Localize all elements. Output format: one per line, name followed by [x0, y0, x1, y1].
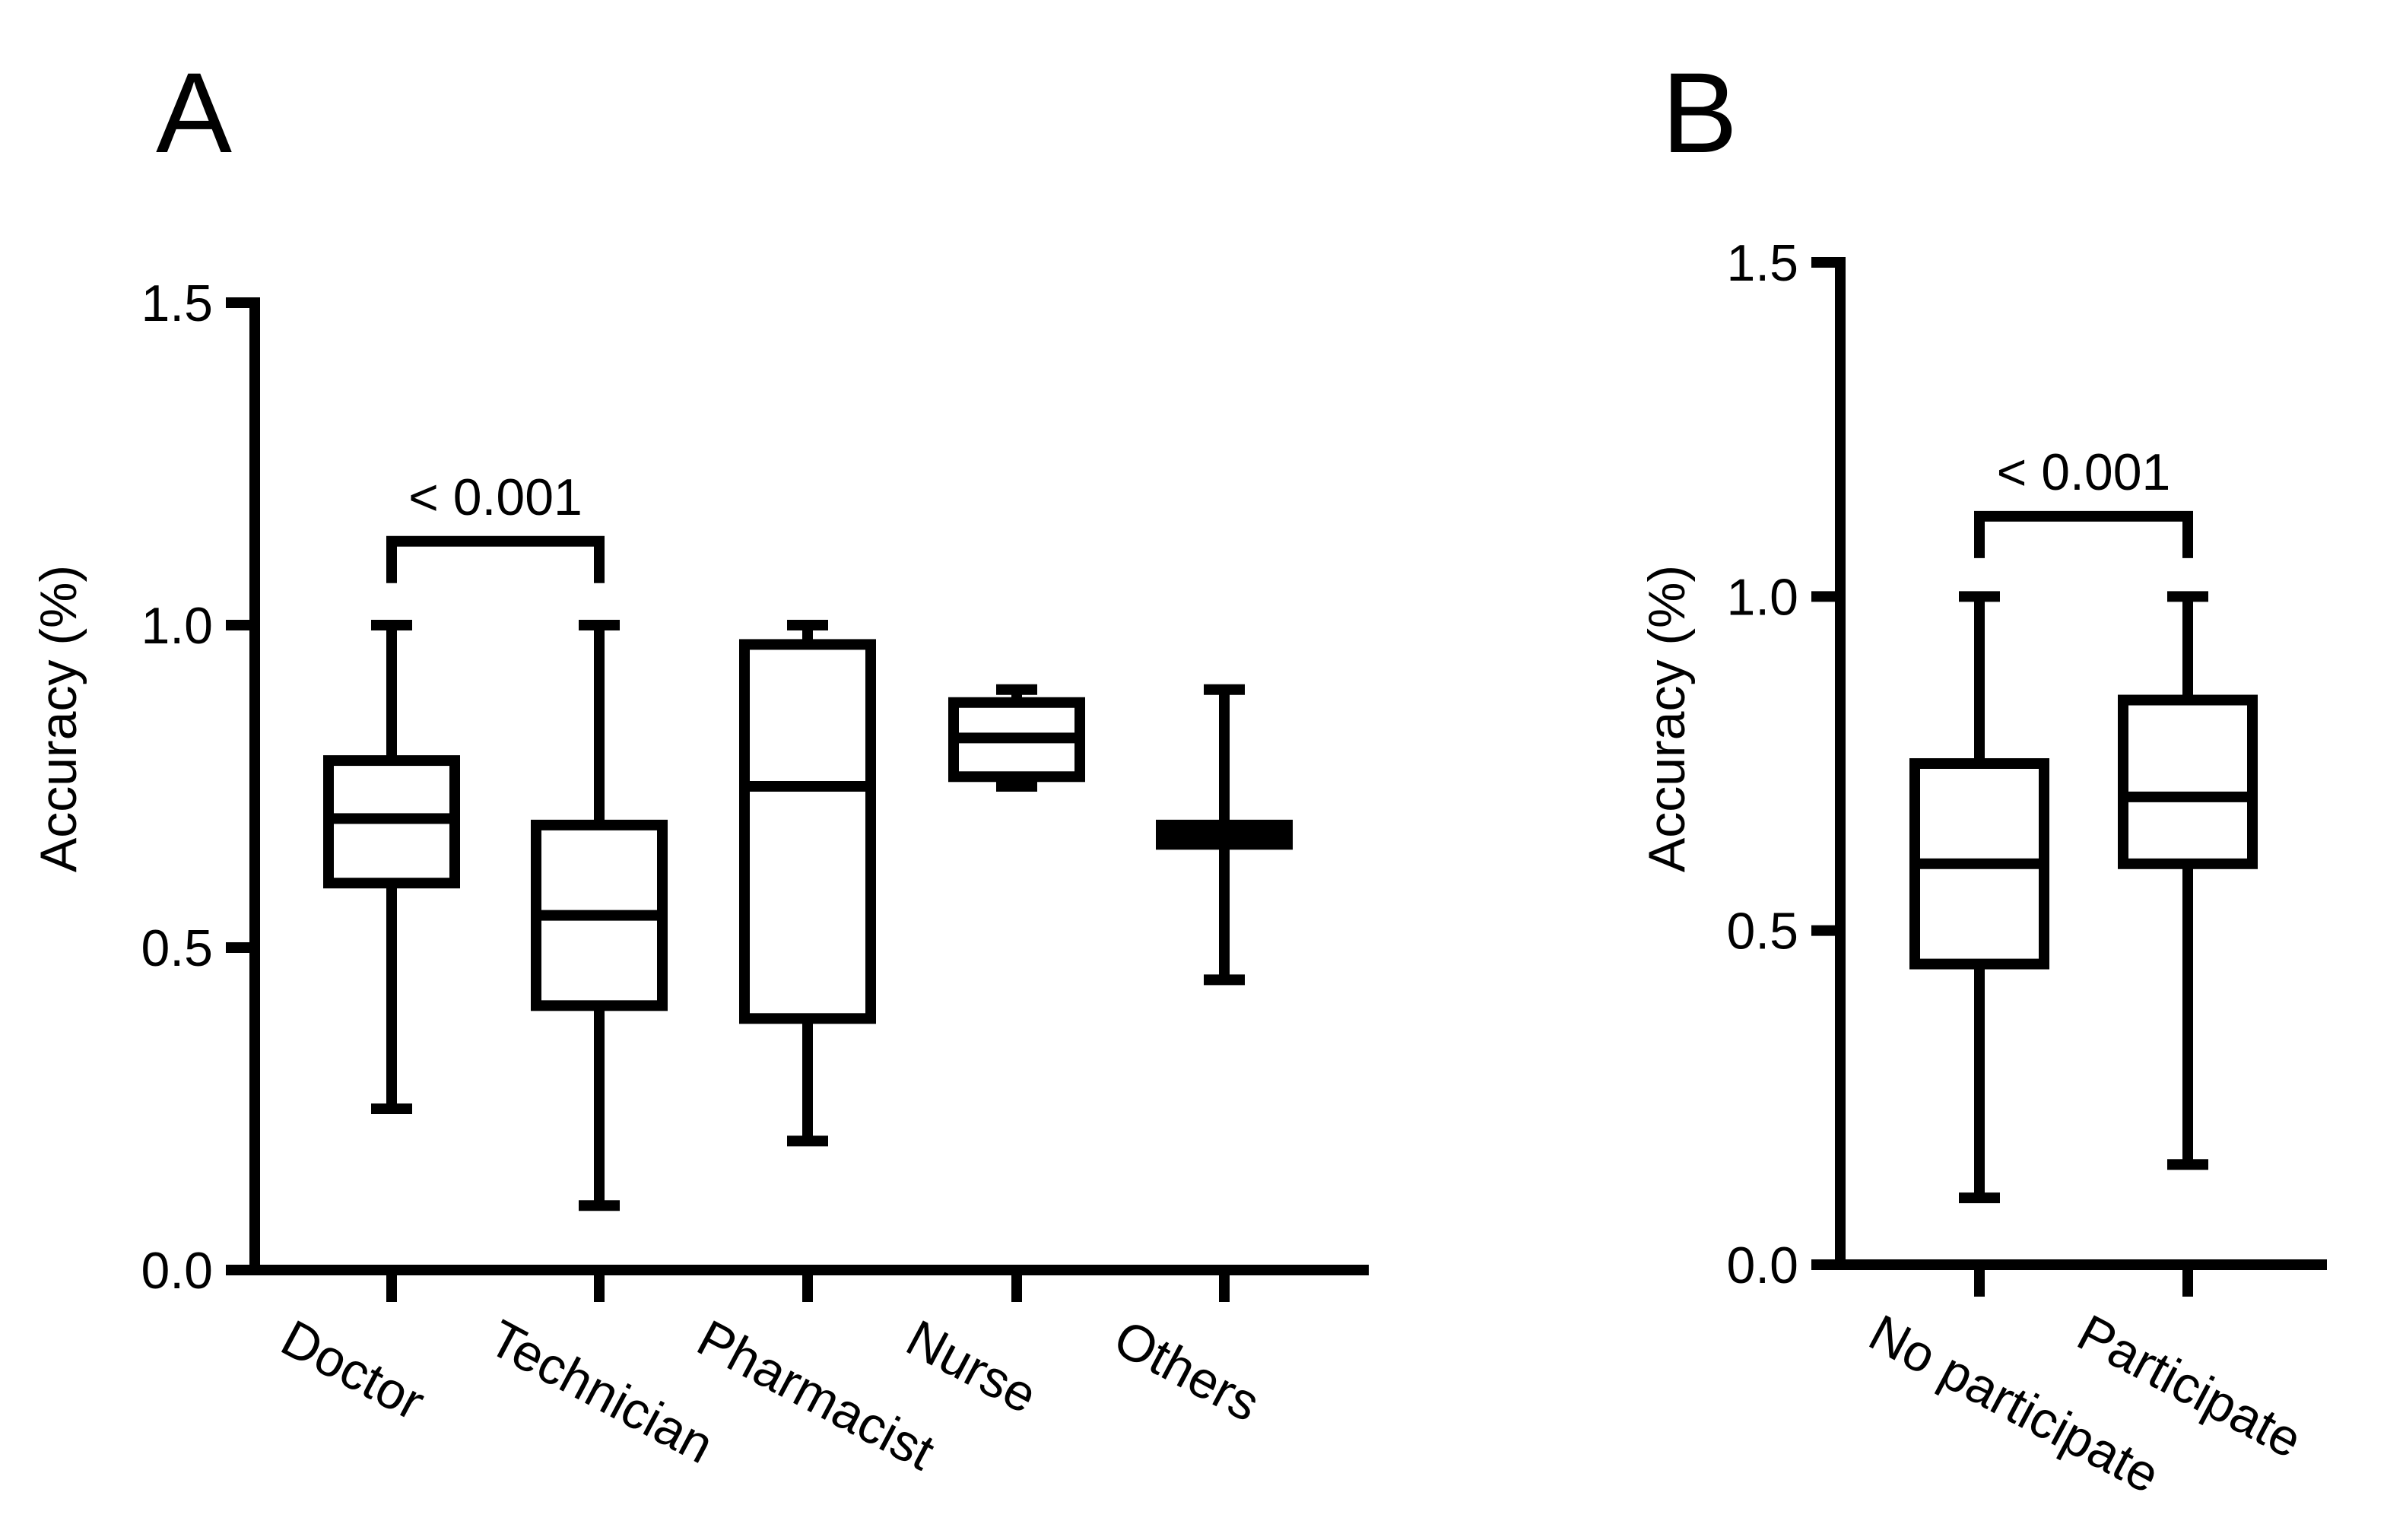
significance-bracket	[1974, 510, 2193, 558]
panel-a-y-tick-label: 0.0	[141, 1242, 213, 1300]
panel-b-y-tick-label: 0.5	[1726, 903, 1798, 961]
panel-b-y-tick-label: 1.0	[1726, 568, 1798, 626]
panel-a-category-label: Pharmacist	[688, 1309, 944, 1481]
panel-b-y-axis-label: Accuracy (%)	[1638, 565, 1696, 872]
panel-a: A Accuracy (%) 0.0 0.5 1.0 1.5 Doctor Technic…	[30, 49, 1369, 1481]
panel-a-category-label: Technician	[480, 1309, 722, 1475]
panel-a-y-tick-label: 1.0	[141, 597, 213, 655]
panel-a-category-label: Nurse	[897, 1309, 1046, 1424]
panel-a-category-label: Others	[1105, 1309, 1269, 1433]
significance-label: < 0.001	[408, 468, 582, 526]
panel-a-y-tick-label: 0.5	[141, 919, 213, 977]
box-participate	[2118, 694, 2258, 869]
panel-b-letter: B	[1662, 49, 1738, 176]
box-pharmacist	[739, 639, 876, 1024]
panel-b-y-tick-label: 0.0	[1726, 1237, 1798, 1294]
panel-a-y-axis-label: Accuracy (%)	[30, 565, 87, 872]
panel-b-y-tick-label: 1.5	[1726, 234, 1798, 292]
significance-label: < 0.001	[1997, 443, 2171, 501]
panel-a-letter: A	[156, 49, 232, 176]
panel-a-y-tick-label: 1.5	[141, 275, 213, 332]
panel-b: B Accuracy (%) 0.00.51.01.5No participat…	[1638, 49, 2327, 1504]
significance-bracket	[386, 535, 605, 583]
panel-a-category-label: Doctor	[272, 1309, 434, 1431]
